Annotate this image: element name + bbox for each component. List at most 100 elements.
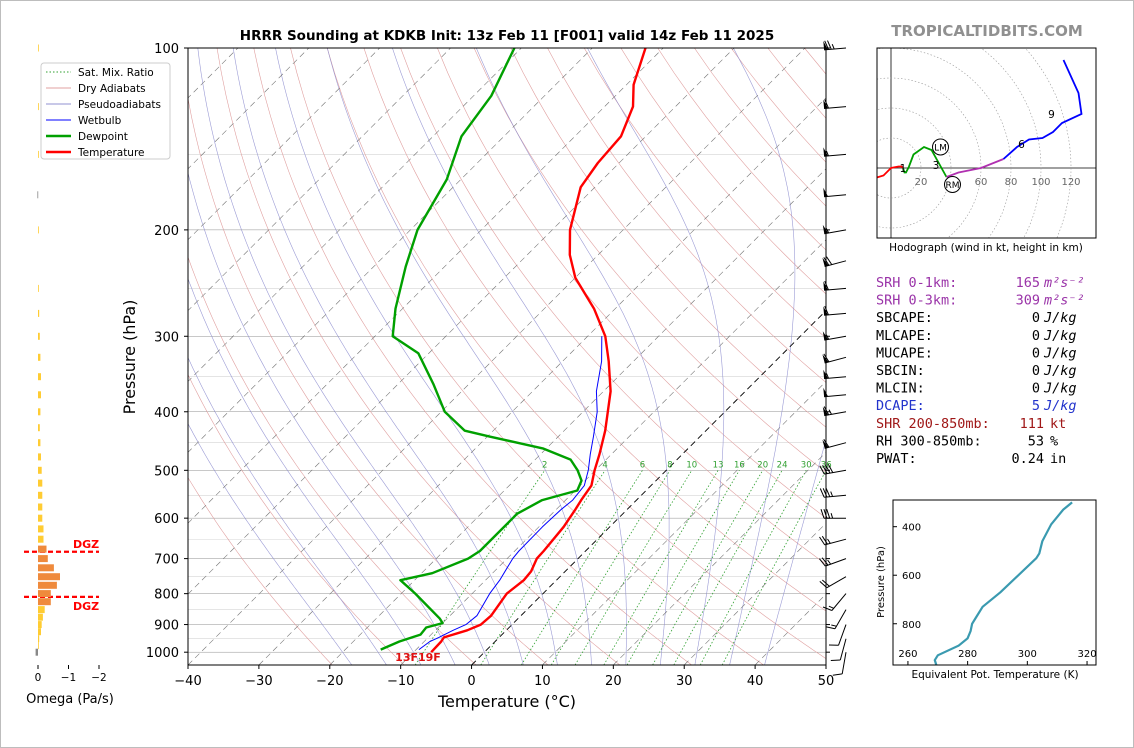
mixing-ratio-label: 8 xyxy=(667,460,672,470)
isotherm xyxy=(613,451,826,665)
moist-adiabat xyxy=(275,48,558,665)
omega-bar xyxy=(38,635,40,643)
omega-bar xyxy=(35,648,38,656)
x-tick-label: −10 xyxy=(387,674,414,689)
series-temperature-line xyxy=(430,48,647,654)
barb-pennant xyxy=(823,147,828,157)
barb-half xyxy=(827,559,832,565)
dry-adiabat xyxy=(583,48,826,339)
wind-barb xyxy=(823,40,847,51)
y-tick-label: 500 xyxy=(154,464,179,479)
mixing-ratio-label: 20 xyxy=(757,460,768,470)
mixing-ratio-line xyxy=(550,470,671,665)
barb-full xyxy=(823,406,830,416)
mixing-ratio-line xyxy=(652,470,764,665)
index-label: PWAT: xyxy=(876,451,917,467)
barb-staff xyxy=(839,638,847,661)
omega-bar xyxy=(38,642,39,650)
x-tick-label: 20 xyxy=(605,674,622,689)
barb-pennant xyxy=(822,406,829,416)
hodograph-ring-label: 80 xyxy=(1005,177,1018,188)
y-tick-label: 700 xyxy=(154,553,179,568)
omega-bar xyxy=(38,439,41,447)
barb-full xyxy=(823,257,830,266)
wind-barb xyxy=(819,576,847,589)
barb-full xyxy=(821,535,828,545)
mixing-ratio-label: 10 xyxy=(686,460,697,470)
dry-adiabat xyxy=(437,48,826,519)
index-value: 0 xyxy=(1032,328,1040,344)
barb-full xyxy=(826,509,831,519)
mixing-ratio-line xyxy=(673,470,783,665)
isotherm xyxy=(542,380,826,665)
barb-half xyxy=(830,491,834,497)
barb-pennant xyxy=(823,99,828,109)
moist-adiabat xyxy=(188,171,456,665)
wind-barb xyxy=(828,624,847,646)
moist-adiabat xyxy=(188,357,387,665)
theta-e-panel: 260 280 300 320 400 600 800 xyxy=(893,501,1097,666)
wind-barb xyxy=(822,256,847,267)
legend-label: Dewpoint xyxy=(78,131,128,143)
barb-staff xyxy=(825,558,847,567)
hodograph-segment xyxy=(946,158,1004,178)
barb-staff xyxy=(824,538,847,546)
isotherm xyxy=(683,522,826,665)
mixing-ratio-line xyxy=(414,470,546,665)
series-wetbulb-line xyxy=(418,336,603,651)
theta-e-x-tick-label: 320 xyxy=(1077,649,1096,660)
barb-full xyxy=(830,659,841,661)
omega-bar xyxy=(38,44,39,52)
index-unit: m²s⁻² xyxy=(1043,293,1085,309)
y-tick-label: 1000 xyxy=(146,646,179,661)
index-value: 5 xyxy=(1032,398,1040,414)
dry-adiabat xyxy=(804,48,826,75)
theta-e-x-label: Equivalent Pot. Temperature (K) xyxy=(911,669,1078,681)
omega-bar xyxy=(38,581,57,589)
mixing-ratio-label: 2 xyxy=(542,460,547,470)
hodograph-segment xyxy=(902,145,948,178)
omega-bar xyxy=(38,466,42,474)
barb-half xyxy=(825,228,830,234)
omega-bar xyxy=(38,514,43,522)
index-unit: J/kg xyxy=(1043,363,1077,379)
x-tick-label: 0 xyxy=(467,674,475,689)
hodograph-ring xyxy=(877,48,1012,238)
hodograph-ring xyxy=(1024,48,1072,238)
skewt-background-lines xyxy=(188,48,826,665)
dry-adiabat xyxy=(216,48,621,665)
legend: Sat. Mix. Ratio Dry Adiabats Pseudoadiabat… xyxy=(40,62,171,160)
omega-bar xyxy=(38,103,39,111)
wind-barb xyxy=(820,509,846,519)
wind-barbs xyxy=(819,40,847,676)
omega-bar xyxy=(38,408,41,416)
watermark: TROPICALTIDBITS.COM xyxy=(891,22,1083,40)
barb-half xyxy=(831,624,837,627)
theta-e-frame xyxy=(892,499,1097,666)
omega-bar xyxy=(38,628,41,636)
dry-adiabat xyxy=(363,48,826,612)
barb-staff xyxy=(824,494,847,498)
mixing-ratio-label: 24 xyxy=(777,460,788,470)
omega-bar xyxy=(38,453,41,461)
barb-full xyxy=(821,579,830,587)
omega-bar xyxy=(38,621,42,629)
barb-full xyxy=(819,465,825,475)
wind-barb xyxy=(830,638,847,661)
index-unit: J/kg xyxy=(1043,328,1077,344)
omega-bar xyxy=(38,564,54,572)
barb-full xyxy=(827,464,834,473)
barb-pennant xyxy=(822,439,829,449)
barb-full xyxy=(824,99,829,109)
y-tick-label: 400 xyxy=(154,406,179,421)
mixing-ratio-label: 13 xyxy=(713,460,724,470)
hodograph-trace: 1 3 6 9 LM RM xyxy=(877,59,1083,193)
omega-bar xyxy=(38,545,47,553)
x-tick-label: 50 xyxy=(818,674,835,689)
barb-half xyxy=(826,150,829,157)
hodograph-ring-label: 100 xyxy=(1031,177,1050,188)
barb-staff xyxy=(824,335,847,341)
x-tick-label: 30 xyxy=(676,674,693,689)
barb-staff xyxy=(841,652,847,674)
